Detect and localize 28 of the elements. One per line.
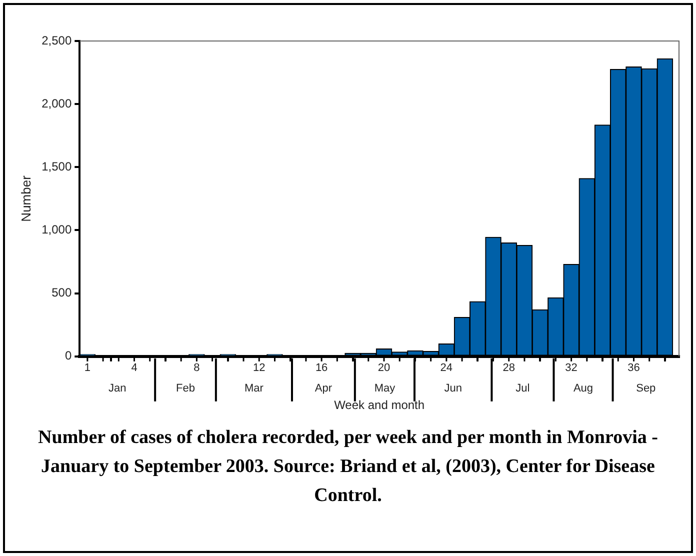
x-tick-label: 4	[131, 362, 138, 374]
x-axis-title: Week and month	[334, 398, 425, 412]
x-tick-label: 28	[502, 362, 515, 374]
x-tick-label: 32	[565, 362, 578, 374]
y-axis-title: Number	[18, 174, 34, 222]
y-tick-label: 1,000	[42, 222, 72, 237]
x-tick-label: 24	[440, 362, 453, 374]
x-tick-label: 36	[628, 362, 640, 374]
y-tick-label: 500	[52, 286, 72, 300]
text: Aug	[573, 382, 594, 394]
y-tick-label: 0	[64, 348, 72, 363]
text: Jun	[444, 382, 462, 394]
x-tick-label: 12	[253, 362, 266, 374]
y-tick-label: 1,500	[42, 159, 72, 174]
text: May	[374, 382, 396, 394]
y-tick-label: 2,000	[42, 96, 72, 110]
x-tick-label: 1	[84, 362, 90, 374]
text: Number of cases of cholera recorded, per week and per month in Monrovia - January to September 2003. Source: Briand et al, (2003), Center for Disease Control.	[37, 426, 659, 508]
x-tick-label: 16	[315, 362, 328, 374]
text: Apr	[314, 382, 332, 394]
text: Jul	[516, 382, 530, 394]
text: Sep	[636, 382, 656, 394]
text: Feb	[176, 382, 195, 394]
y-tick-label: 2,500	[42, 33, 72, 48]
x-tick-label: 20	[378, 362, 390, 374]
text: Mar	[244, 382, 264, 394]
x-tick-label: 8	[194, 362, 200, 374]
text: Jan	[108, 382, 126, 394]
